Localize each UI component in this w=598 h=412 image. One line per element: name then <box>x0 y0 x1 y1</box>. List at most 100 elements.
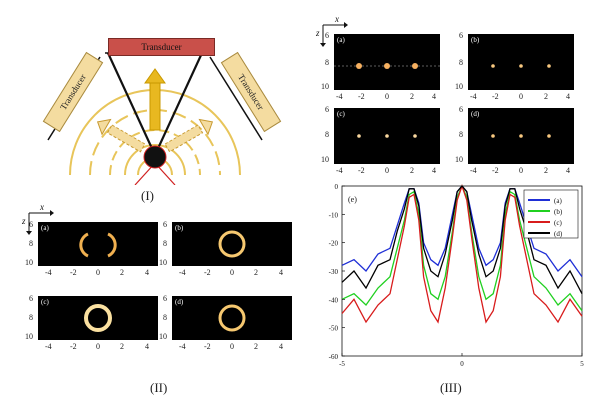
part-II-y-tick: 8 <box>163 239 167 248</box>
part-III-x-tick: 4 <box>566 166 570 175</box>
part-III-x-tick: -2 <box>492 92 499 101</box>
legend-label: (d) <box>554 230 563 238</box>
part-III-x-tick: 2 <box>544 92 548 101</box>
panel-label: (a) <box>41 224 49 232</box>
part-III-x-tick: 2 <box>410 166 414 175</box>
part-II-x-tick: -4 <box>179 342 186 351</box>
y-tick-label: -20 <box>329 240 339 248</box>
part-III-y-tick: 10 <box>455 82 463 91</box>
part-II-y-tick: 8 <box>163 313 167 322</box>
part-II-x-tick: 2 <box>120 268 124 277</box>
part-III-label: (III) <box>440 380 462 395</box>
part-III-x-tick: 0 <box>519 92 523 101</box>
part-II-y-tick: 6 <box>29 220 33 229</box>
panel-label: (c) <box>41 298 49 306</box>
y-tick-label: -40 <box>329 296 339 304</box>
part-II-y-tick: 10 <box>159 332 167 341</box>
part-II-axis-z: z <box>22 216 26 226</box>
part-II-x-tick: 0 <box>96 268 100 277</box>
part-II-x-tick: 4 <box>145 342 149 351</box>
point-image <box>491 134 551 138</box>
part-II-x-tick: -2 <box>204 342 211 351</box>
panel-label: (d) <box>471 110 480 118</box>
part-III-y-tick: 8 <box>325 130 329 139</box>
part-II-y-tick: 10 <box>159 258 167 267</box>
part-II-x-tick: -4 <box>45 342 52 351</box>
part-III-x-tick: 0 <box>385 92 389 101</box>
part-III-y-tick: 8 <box>325 58 329 67</box>
y-tick-label: -10 <box>329 211 339 219</box>
part-III-y-tick: 6 <box>325 31 329 40</box>
legend-label: (c) <box>554 219 562 227</box>
part-II-x-tick: -4 <box>179 268 186 277</box>
part-II-x-tick: 2 <box>120 342 124 351</box>
x-tick-label: -5 <box>339 360 345 368</box>
part-II-label: (II) <box>150 380 168 395</box>
part-III-y-tick: 10 <box>321 82 329 91</box>
part-III-axis-x: x <box>335 14 339 24</box>
part-III-x-tick: -2 <box>492 166 499 175</box>
part-III-x-tick: 2 <box>544 166 548 175</box>
part-II-x-tick: 0 <box>96 342 100 351</box>
part-III-panel-a: (a) <box>334 34 440 90</box>
ring-image <box>218 304 246 332</box>
x-tick-label: 5 <box>580 360 584 368</box>
part-III-x-tick: 4 <box>566 92 570 101</box>
panel-label: (c) <box>337 110 345 118</box>
part-III-y-tick: 8 <box>459 58 463 67</box>
part-II-x-tick: 0 <box>230 268 234 277</box>
part-II-x-tick: -2 <box>204 268 211 277</box>
legend-label: (a) <box>554 197 562 205</box>
part-III-axis-z: z <box>316 28 320 38</box>
profile-line-chart: 0-10-20-30-40-50-60-5 0 5 (e) (a)(b)(c)(d) <box>329 183 585 368</box>
panel-label: (d) <box>175 298 184 306</box>
part-II-x-tick: 2 <box>254 342 258 351</box>
part-III-y-tick: 8 <box>459 130 463 139</box>
transducer-diagram <box>47 52 263 185</box>
part-II-panel-b: (b) <box>172 222 292 266</box>
part-III-panel-d: (d) <box>468 108 574 164</box>
part-III-x-tick: -2 <box>358 92 365 101</box>
part-II-x-tick: 0 <box>230 342 234 351</box>
part-II-x-tick: 4 <box>279 268 283 277</box>
part-III-x-tick: -4 <box>336 166 343 175</box>
part-II-panel-a: (a) <box>38 222 158 266</box>
part-III-x-tick: -4 <box>470 166 477 175</box>
part-III-axis-arrows <box>320 22 348 47</box>
part-II-y-tick: 10 <box>25 332 33 341</box>
chart-panel-label: (e) <box>348 195 357 204</box>
panel-label: (b) <box>471 36 480 44</box>
part-II-x-tick: 2 <box>254 268 258 277</box>
part-III-y-tick: 6 <box>459 31 463 40</box>
ring-image <box>218 230 246 258</box>
part-III-x-tick: 4 <box>432 92 436 101</box>
ring-image <box>79 232 117 258</box>
y-tick-label: -50 <box>329 325 339 333</box>
part-III-x-tick: 2 <box>410 92 414 101</box>
part-III-x-tick: -4 <box>336 92 343 101</box>
part-II-x-tick: -2 <box>70 268 77 277</box>
part-III-x-tick: 0 <box>519 166 523 175</box>
part-III-x-tick: 0 <box>385 166 389 175</box>
part-III-y-tick: 6 <box>459 105 463 114</box>
part-III-y-tick: 10 <box>321 155 329 164</box>
part-III-x-tick: 4 <box>432 166 436 175</box>
part-II-x-tick: -4 <box>45 268 52 277</box>
part-II-x-tick: 4 <box>145 268 149 277</box>
part-III-x-tick: -2 <box>358 166 365 175</box>
part-III-panel-c: (c) <box>334 108 440 164</box>
part-II-y-tick: 8 <box>29 239 33 248</box>
part-II-panel-c: (c) <box>38 296 158 340</box>
chart-legend: (a) (b) (c) (d) <box>523 189 579 239</box>
part-III-x-tick: -4 <box>470 92 477 101</box>
y-tick-label: -60 <box>329 353 339 361</box>
panel-label: (b) <box>175 224 184 232</box>
y-tick-label: 0 <box>335 183 339 191</box>
part-III-y-tick: 6 <box>325 105 329 114</box>
part-II-x-tick: 4 <box>279 342 283 351</box>
ring-image <box>84 304 112 332</box>
point-image <box>357 134 417 138</box>
part-II-axis-x: x <box>40 202 44 212</box>
part-II-y-tick: 10 <box>25 258 33 267</box>
legend-box <box>523 189 579 239</box>
